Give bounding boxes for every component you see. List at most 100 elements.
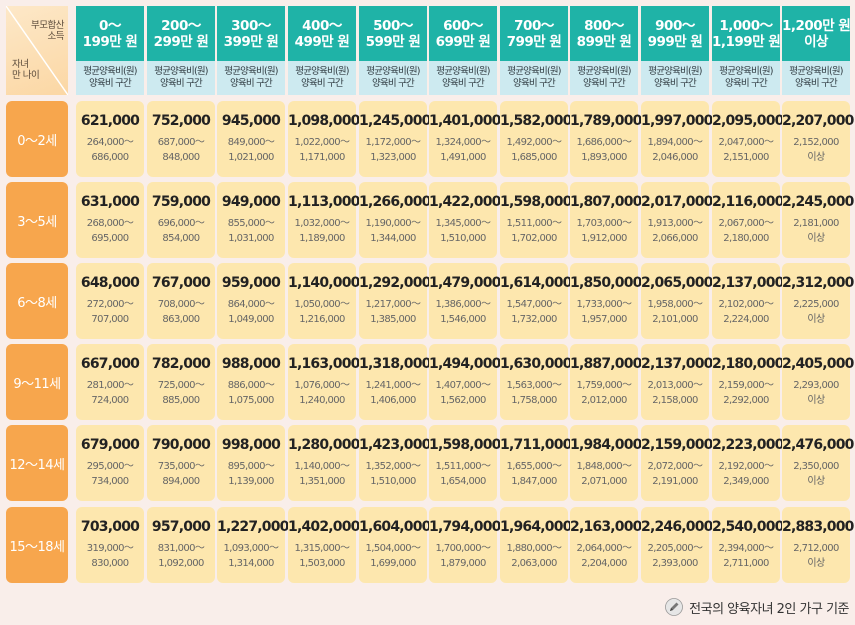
table-cell: 2,180,000 2,159,000～ 2,292,000 (712, 344, 784, 420)
average-cost: 1,789,000 (570, 113, 642, 129)
average-cost: 2,159,000 (641, 437, 713, 453)
income-range: 500～ 599만 원 (359, 6, 427, 61)
cost-range: 849,000～ 1,021,000 (227, 137, 275, 163)
average-cost: 2,245,000 (782, 194, 854, 210)
cost-range: 2,225,000 이상 (793, 299, 839, 325)
row-header-age: 0～2세 (6, 101, 68, 177)
table-cell: 1,614,000 1,547,000～ 1,732,000 (500, 263, 572, 339)
column-subheader: 평균양육비(원) 양육비 구간 (570, 61, 638, 95)
cost-range: 1,093,000～ 1,314,000 (223, 543, 280, 569)
average-cost: 2,246,000 (641, 519, 713, 535)
table-cell: 1,997,000 1,894,000～ 2,046,000 (641, 101, 713, 177)
cost-range: 1,352,000～ 1,510,000 (365, 461, 422, 487)
table-cell: 2,540,000 2,394,000～ 2,711,000 (712, 507, 784, 583)
table-cell: 1,245,000 1,172,000～ 1,323,000 (359, 101, 431, 177)
column-subheader: 평균양육비(원) 양육비 구간 (76, 61, 144, 95)
average-cost: 2,137,000 (712, 275, 784, 291)
table-cell: 1,711,000 1,655,000～ 1,847,000 (500, 425, 572, 501)
table-cell: 667,000 281,000～ 724,000 (76, 344, 144, 420)
table-cell: 2,163,000 2,064,000～ 2,204,000 (570, 507, 642, 583)
average-cost: 1,997,000 (641, 113, 713, 129)
cost-range: 1,022,000～ 1,171,000 (294, 137, 351, 163)
average-cost: 949,000 (221, 194, 281, 210)
table-cell: 759,000 696,000～ 854,000 (147, 182, 215, 258)
table-cell: 988,000 886,000～ 1,075,000 (217, 344, 285, 420)
column-header: 1,200만 원 이상 평균양육비(원) 양육비 구간 (782, 6, 851, 95)
cost-range: 295,000～ 734,000 (86, 461, 134, 487)
table-cell: 1,794,000 1,700,000～ 1,879,000 (429, 507, 501, 583)
table-corner-header: 부모합산 소득 자녀 만 나이 (6, 6, 68, 95)
cost-range: 1,492,000～ 1,685,000 (506, 137, 563, 163)
average-cost: 2,540,000 (712, 519, 784, 535)
row-header-age: 9～11세 (6, 344, 68, 420)
cost-range: 1,511,000～ 1,702,000 (506, 218, 563, 244)
cost-range: 1,700,000～ 1,879,000 (435, 543, 492, 569)
cost-range: 2,013,000～ 2,158,000 (647, 380, 704, 406)
average-cost: 1,280,000 (288, 437, 360, 453)
cost-range: 281,000～ 724,000 (86, 380, 134, 406)
column-header: 600～ 699만 원 평균양육비(원) 양육비 구간 (429, 6, 497, 95)
cost-range: 1,315,000～ 1,503,000 (294, 543, 351, 569)
table-cell: 2,476,000 2,350,000 이상 (782, 425, 854, 501)
table-cell: 782,000 725,000～ 885,000 (147, 344, 215, 420)
table-cell: 1,113,000 1,032,000～ 1,189,000 (288, 182, 360, 258)
table-cell: 1,401,000 1,324,000～ 1,491,000 (429, 101, 501, 177)
income-range: 600～ 699만 원 (429, 6, 497, 61)
average-cost: 2,883,000 (782, 519, 854, 535)
average-cost: 1,630,000 (500, 356, 572, 372)
average-cost: 1,794,000 (429, 519, 501, 535)
average-cost: 945,000 (221, 113, 281, 129)
table-cell: 2,246,000 2,205,000～ 2,393,000 (641, 507, 713, 583)
table-cell: 1,964,000 1,880,000～ 2,063,000 (500, 507, 572, 583)
average-cost: 2,207,000 (782, 113, 854, 129)
column-subheader: 평균양육비(원) 양육비 구간 (641, 61, 709, 95)
table-cell: 1,402,000 1,315,000～ 1,503,000 (288, 507, 360, 583)
table-cell: 1,598,000 1,511,000～ 1,702,000 (500, 182, 572, 258)
table-cell: 2,017,000 1,913,000～ 2,066,000 (641, 182, 713, 258)
average-cost: 767,000 (151, 275, 211, 291)
average-cost: 1,887,000 (570, 356, 642, 372)
average-cost: 998,000 (221, 437, 281, 453)
table-cell: 790,000 735,000～ 894,000 (147, 425, 215, 501)
cost-range: 1,759,000～ 2,012,000 (576, 380, 633, 406)
table-cell: 2,137,000 2,102,000～ 2,224,000 (712, 263, 784, 339)
cost-range: 855,000～ 1,031,000 (227, 218, 275, 244)
cost-range: 2,712,000 이상 (793, 543, 839, 569)
average-cost: 1,423,000 (359, 437, 431, 453)
column-subheader: 평균양육비(원) 양육비 구간 (712, 61, 780, 95)
average-cost: 1,850,000 (570, 275, 642, 291)
average-cost: 2,476,000 (782, 437, 854, 453)
column-header: 700～ 799만 원 평균양육비(원) 양육비 구간 (500, 6, 568, 95)
average-cost: 2,405,000 (782, 356, 854, 372)
average-cost: 1,598,000 (500, 194, 572, 210)
table-cell: 1,604,000 1,504,000～ 1,699,000 (359, 507, 431, 583)
corner-income-label: 부모합산 소득 (31, 20, 64, 42)
income-range: 1,000～ 1,199만 원 (712, 6, 781, 61)
column-subheader: 평균양육비(원) 양육비 구간 (500, 61, 568, 95)
average-cost: 1,113,000 (288, 194, 360, 210)
column-header: 400～ 499만 원 평균양육비(원) 양육비 구간 (288, 6, 356, 95)
diagonal-divider (6, 6, 68, 95)
table-cell: 949,000 855,000～ 1,031,000 (217, 182, 285, 258)
table-cell: 703,000 319,000～ 830,000 (76, 507, 144, 583)
cost-range: 895,000～ 1,139,000 (227, 461, 275, 487)
table-cell: 752,000 687,000～ 848,000 (147, 101, 215, 177)
average-cost: 679,000 (80, 437, 140, 453)
table-cell: 2,116,000 2,067,000～ 2,180,000 (712, 182, 784, 258)
cost-range: 1,076,000～ 1,240,000 (294, 380, 351, 406)
table-cell: 998,000 895,000～ 1,139,000 (217, 425, 285, 501)
cost-range: 1,703,000～ 1,912,000 (576, 218, 633, 244)
average-cost: 1,422,000 (429, 194, 501, 210)
table-cell: 1,423,000 1,352,000～ 1,510,000 (359, 425, 431, 501)
cost-range: 2,350,000 이상 (793, 461, 839, 487)
cost-range: 1,140,000～ 1,351,000 (294, 461, 351, 487)
table-cell: 679,000 295,000～ 734,000 (76, 425, 144, 501)
average-cost: 1,598,000 (429, 437, 501, 453)
cost-range: 2,192,000～ 2,349,000 (718, 461, 775, 487)
row-header-age: 12～14세 (6, 425, 68, 501)
cost-range: 1,913,000～ 2,066,000 (647, 218, 704, 244)
average-cost: 631,000 (80, 194, 140, 210)
column-subheader: 평균양육비(원) 양육비 구간 (359, 61, 427, 95)
column-header: 900～ 999만 원 평균양육비(원) 양육비 구간 (641, 6, 709, 95)
average-cost: 1,266,000 (359, 194, 431, 210)
